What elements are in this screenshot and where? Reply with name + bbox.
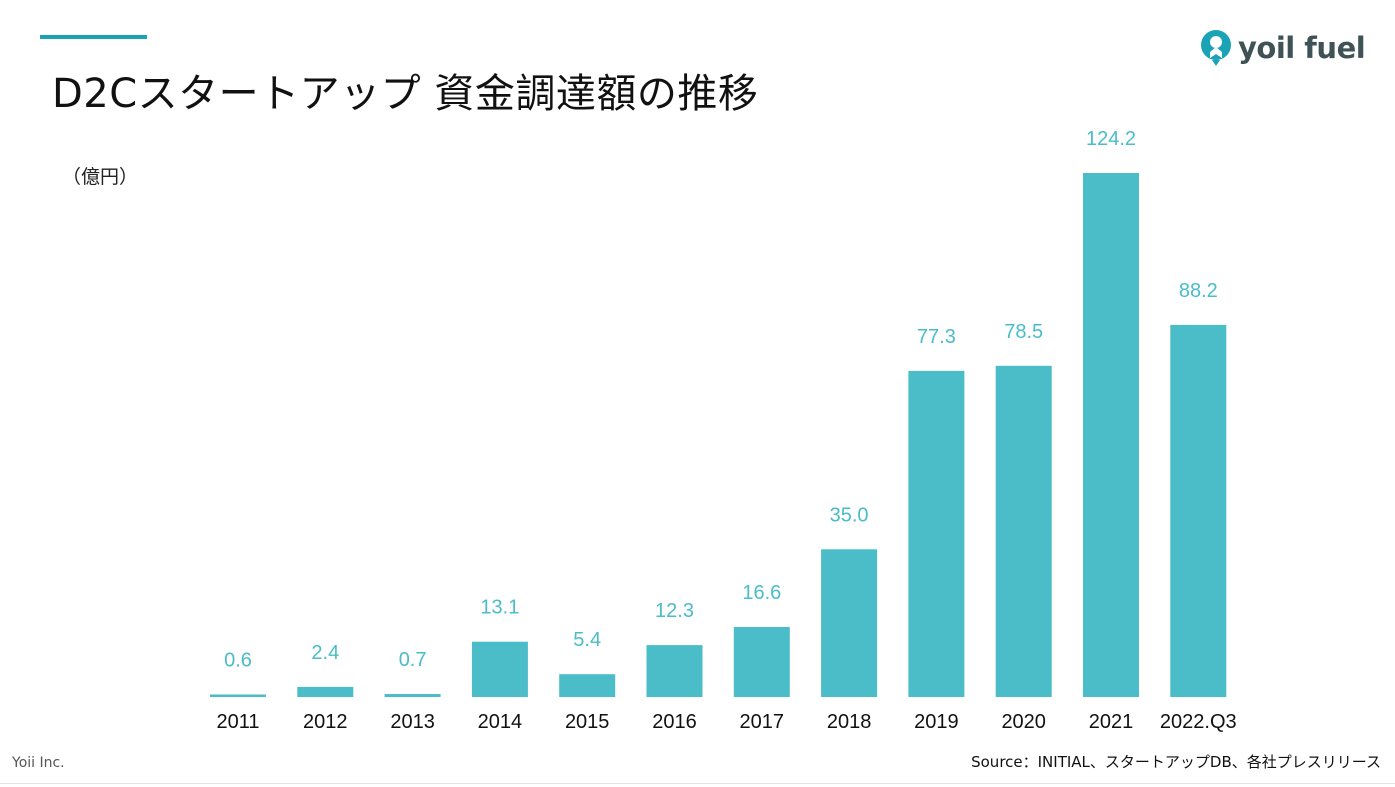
bottom-divider <box>0 783 1395 784</box>
data-label-2015: 5.4 <box>573 629 601 651</box>
y-axis-unit-label: （億円） <box>62 166 139 188</box>
data-label-2012: 2.4 <box>311 642 339 664</box>
title-accent-line <box>40 35 147 39</box>
x-tick-label-2016: 2016 <box>652 711 697 733</box>
logo-text: yoil fuel <box>1238 31 1366 65</box>
bar-2013 <box>384 694 441 697</box>
bar-2019 <box>908 370 965 697</box>
data-label-2019: 77.3 <box>917 326 956 348</box>
bar-2022.Q3 <box>1170 324 1227 697</box>
x-tick-label-2015: 2015 <box>565 711 610 733</box>
bar-2015 <box>559 674 616 697</box>
x-tick-label-2019: 2019 <box>914 711 959 733</box>
x-tick-label-2018: 2018 <box>827 711 872 733</box>
x-tick-label-2021: 2021 <box>1089 711 1134 733</box>
x-tick-label-2014: 2014 <box>478 711 523 733</box>
bar-2018 <box>821 549 878 697</box>
page-title: D2Cスタートアップ 資金調達額の推移 <box>52 71 759 117</box>
bar-2021 <box>1083 173 1139 697</box>
data-label-2014: 13.1 <box>480 597 519 619</box>
bar-2014 <box>471 641 528 697</box>
x-tick-label-2022.Q3: 2022.Q3 <box>1160 711 1237 733</box>
bar-2017 <box>733 627 790 697</box>
bar-2020 <box>995 365 1052 697</box>
data-label-2017: 16.6 <box>742 582 781 604</box>
yoil-fuel-logo-icon <box>1201 30 1231 66</box>
bar-2012 <box>297 686 354 697</box>
source-note: Source：INITIAL、スタートアップDB、各社プレスリリース <box>971 753 1381 771</box>
x-tick-label-2011: 2011 <box>216 711 259 733</box>
data-label-2013: 0.7 <box>399 649 427 671</box>
x-tick-label-2013: 2013 <box>390 711 435 733</box>
x-tick-label-2020: 2020 <box>1001 711 1046 733</box>
bar-2011 <box>210 694 266 697</box>
company-name: Yoii Inc. <box>12 755 65 771</box>
data-label-2022.Q3: 88.2 <box>1179 280 1218 302</box>
data-label-2016: 12.3 <box>655 600 694 622</box>
data-label-2018: 35.0 <box>830 504 869 526</box>
data-label-2021: 124.2 <box>1086 128 1136 150</box>
x-tick-label-2017: 2017 <box>740 711 785 733</box>
x-tick-label-2012: 2012 <box>303 711 348 733</box>
bar-2016 <box>646 645 703 697</box>
data-label-2011: 0.6 <box>224 650 252 672</box>
brand-logo: yoil fuel <box>1198 22 1366 74</box>
data-label-2020: 78.5 <box>1004 321 1043 343</box>
